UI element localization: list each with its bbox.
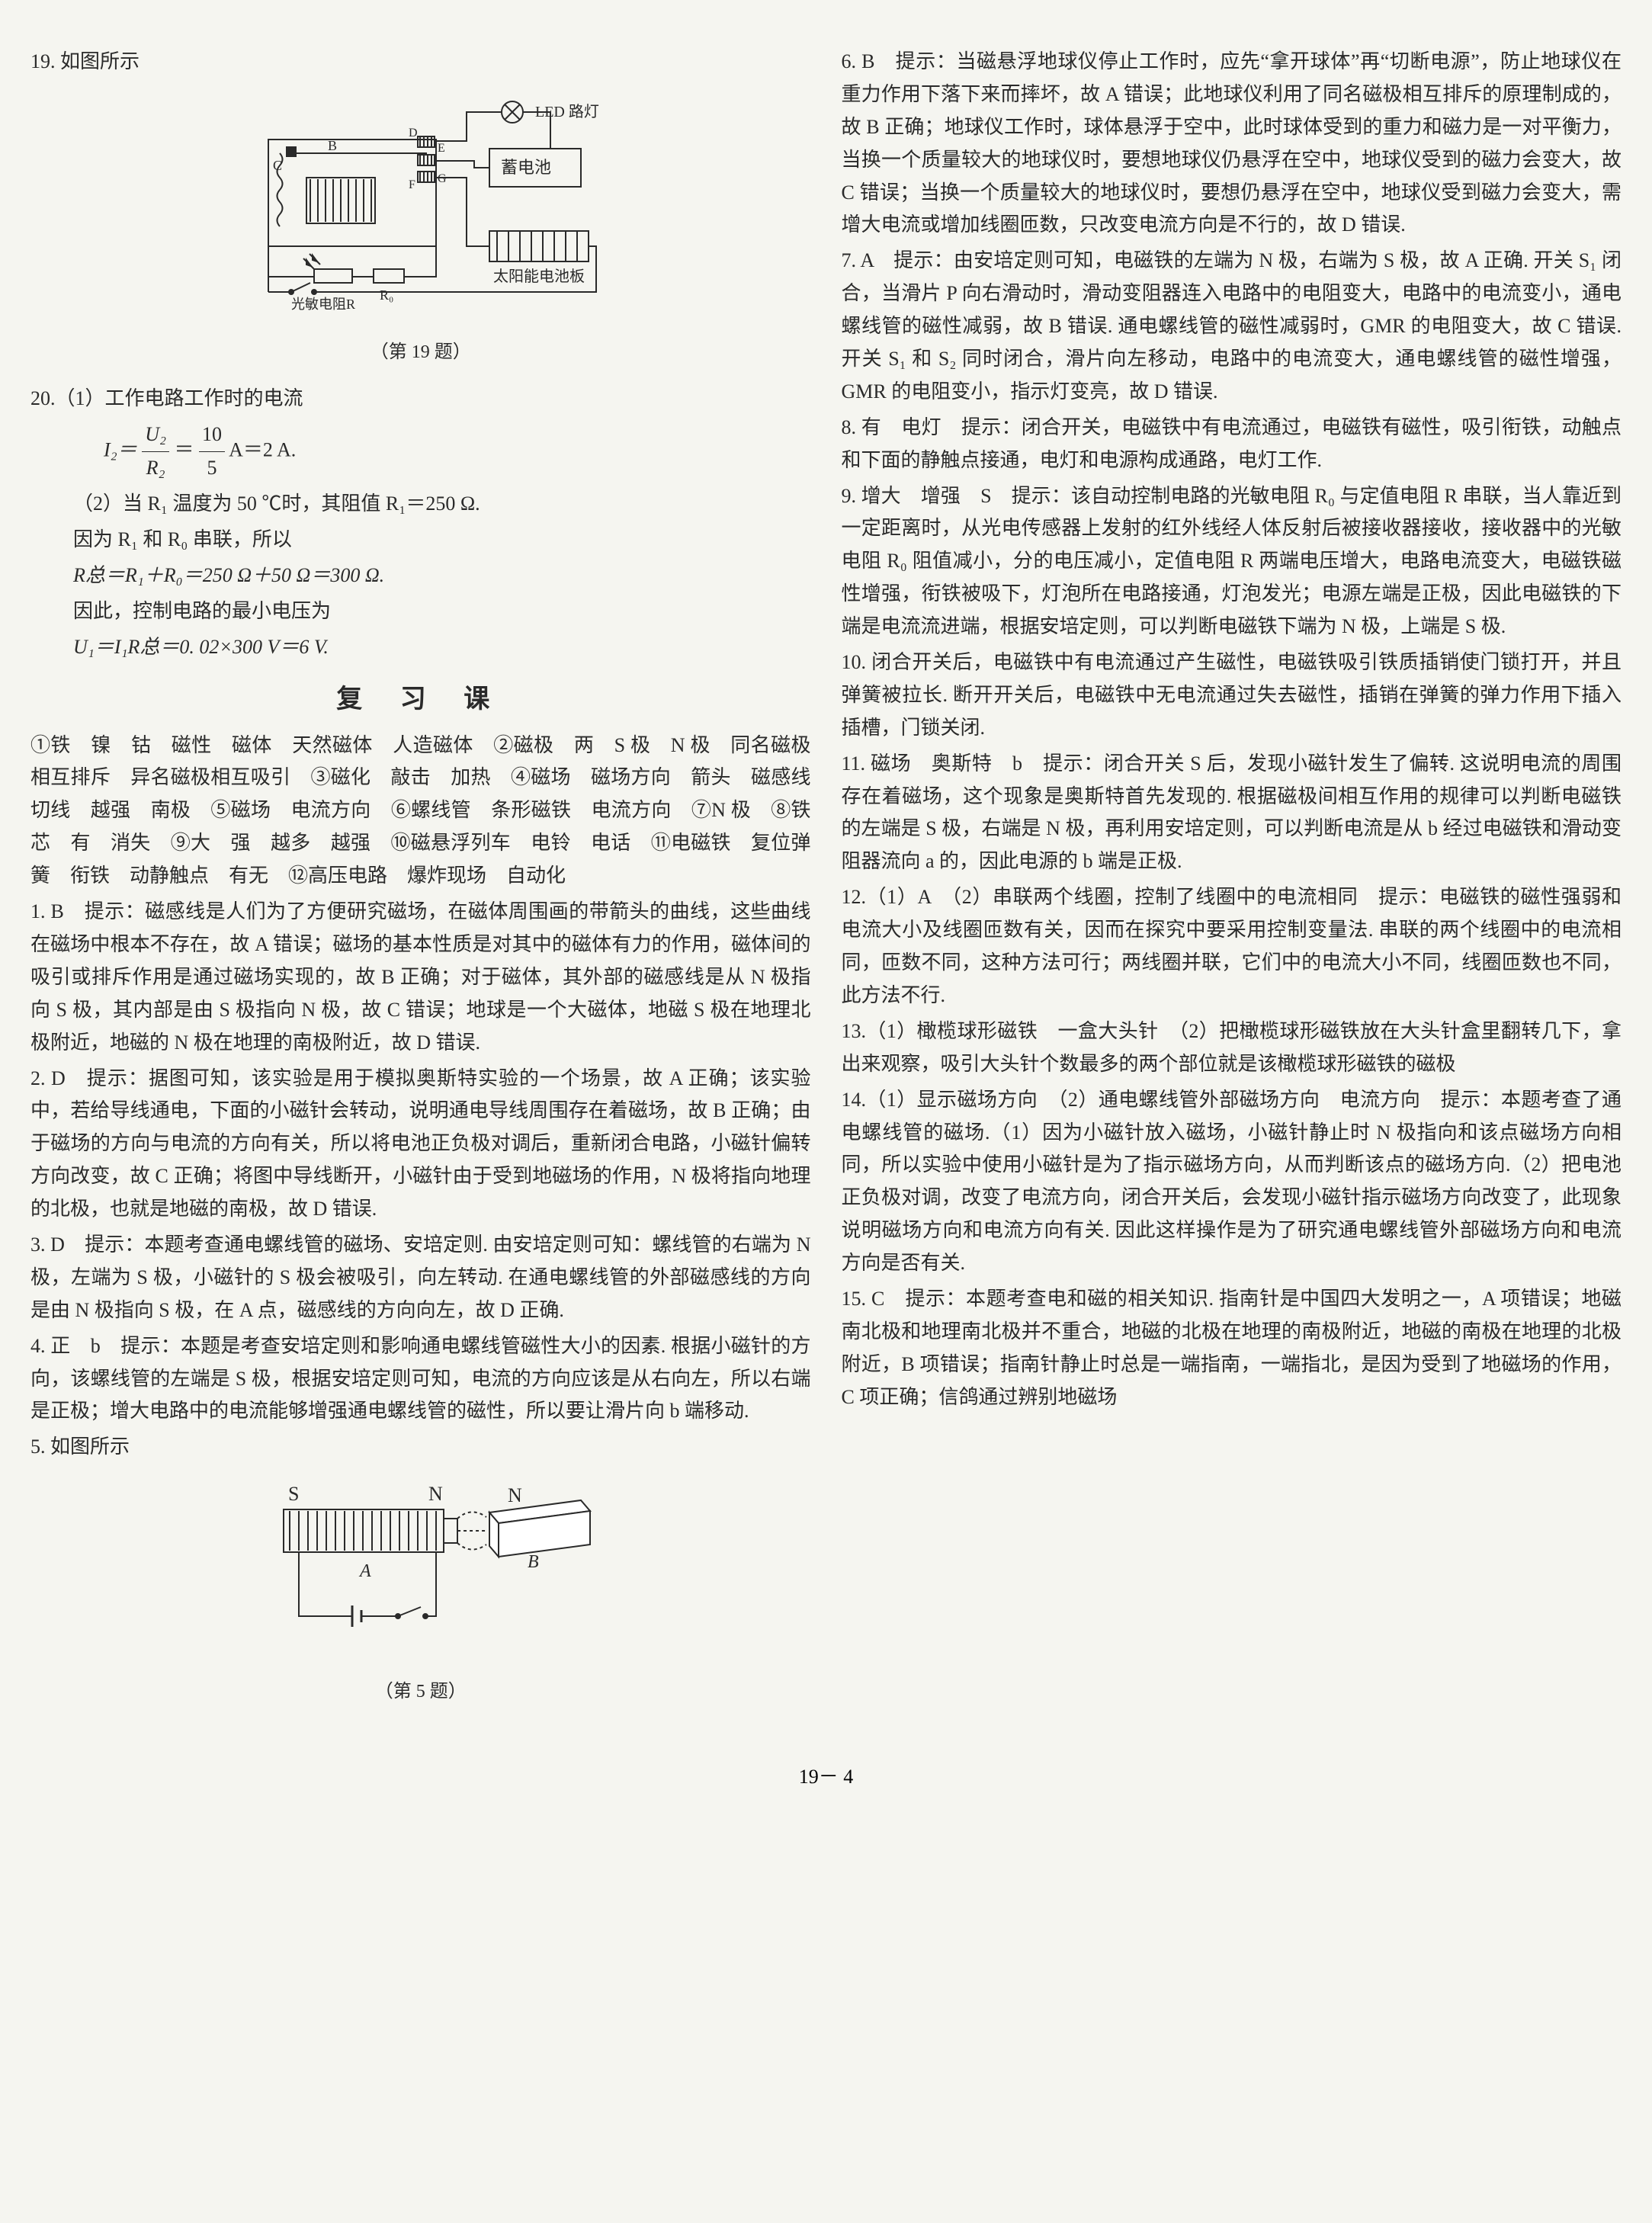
q20-line4: 因为 R₁ 和 R₀ 串联，所以 (30, 524, 811, 557)
fig19-solar-label: 太阳能电池板 (493, 268, 585, 285)
eq1: ＝ (175, 439, 194, 461)
svg-text:C: C (273, 158, 282, 173)
frac-2: 105 (199, 419, 225, 485)
q20-line1: 20.（1）工作电路工作时的电流 (30, 383, 811, 415)
answer-10: 10. 闭合开关后，电磁铁中有电流通过产生磁性，电磁铁吸引铁质插销使门锁打开，并… (842, 646, 1622, 745)
answer-12: 12.（1）A （2）串联两个线圈，控制了线圈中的电流相同 提示：电磁铁的磁性强… (842, 881, 1622, 1012)
answer-3: 3. D 提示：本题考查通电螺线管的磁场、安培定则. 由安培定则可知：螺线管的右… (30, 1229, 811, 1327)
answer-9: 9. 增大 增强 S 提示：该自动控制电路的光敏电阻 R₀ 与定值电阻 R 串联… (842, 480, 1622, 643)
page-footer: 19－ 4 (30, 1761, 1622, 1789)
q19-title: 19. 如图所示 (30, 46, 811, 79)
svg-text:S: S (288, 1483, 299, 1505)
fig19-R0-label: R₀ (380, 287, 393, 303)
svg-text:B: B (528, 1552, 539, 1572)
answer-4: 4. 正 b 提示：本题是考查安培定则和影响通电螺线管磁性大小的因素. 根据小磁… (30, 1330, 811, 1429)
answer-6: 6. B 提示：当磁悬浮地球仪停止工作时，应先“拿开球体”再“切断电源”，防止地… (842, 46, 1622, 242)
figure-5: S N N (238, 1479, 604, 1707)
review-list: ①铁 镍 钴 磁性 磁体 天然磁体 人造磁体 ②磁极 两 S 极 N 极 同名磁… (30, 730, 811, 893)
svg-text:A: A (358, 1561, 371, 1581)
figure-19-svg: LED 路灯 蓄电池 太阳能电池板 (238, 94, 604, 322)
answer-11: 11. 磁场 奥斯特 b 提示：闭合开关 S 后，发现小磁针发生了偏转. 这说明… (842, 748, 1622, 879)
svg-text:N: N (508, 1484, 522, 1506)
svg-text:D: D (409, 127, 418, 140)
svg-text:B: B (328, 138, 337, 153)
fig19-caption: （第 19 题） (238, 338, 604, 368)
frac-1: U₂R₂ (142, 419, 169, 485)
q20-line2: I₂＝ U₂R₂ ＝ 105 A＝2 A. (30, 419, 811, 485)
figure-19: LED 路灯 蓄电池 太阳能电池板 (238, 94, 604, 367)
answer-2: 2. D 提示：据图可知，该实验是用于模拟奥斯特实验的一个场景，故 A 正确；该… (30, 1063, 811, 1226)
q20-line7: U₁＝I₁R总＝0. 02×300 V＝6 V. (30, 631, 811, 664)
page-container: 19. 如图所示 LED 路灯 蓄电池 太阳能电池板 (30, 46, 1622, 1723)
review-title: 复 习 课 (30, 678, 811, 720)
answer-1: 1. B 提示：磁感线是人们为了方便研究磁场，在磁体周围画的带箭头的曲线，这些曲… (30, 896, 811, 1059)
svg-text:N: N (428, 1483, 443, 1505)
svg-text:E: E (438, 142, 445, 155)
fig19-batt-label: 蓄电池 (501, 158, 551, 177)
figure-5-svg: S N N (245, 1479, 596, 1662)
q20-post: A＝2 A. (229, 439, 296, 461)
fig5-caption: （第 5 题） (238, 1677, 604, 1708)
answer-14: 14.（1）显示磁场方向 （2）通电螺线管外部磁场方向 电流方向 提示：本题考查… (842, 1084, 1622, 1280)
q20-line5: R总＝R₁＋R₀＝250 Ω＋50 Ω＝300 Ω. (30, 560, 811, 592)
answer-13: 13.（1）橄榄球形磁铁 一盒大头针 （2）把橄榄球形磁铁放在大头针盒里翻转几下… (842, 1015, 1622, 1081)
svg-text:F: F (409, 178, 415, 191)
answer-7: 7. A 提示：由安培定则可知，电磁铁的左端为 N 极，右端为 S 极，故 A … (842, 245, 1622, 408)
answer-8: 8. 有 电灯 提示：闭合开关，电磁铁中有电流通过，电磁铁有磁性，吸引衔铁，动触… (842, 412, 1622, 477)
q20-line3: （2）当 R₁ 温度为 50 ℃时，其阻值 R₁＝250 Ω. (30, 488, 811, 521)
fig19-R-label: 光敏电阻R (291, 297, 355, 312)
q20-pre: I₂＝ (104, 439, 137, 461)
left-column: 19. 如图所示 LED 路灯 蓄电池 太阳能电池板 (30, 46, 811, 1723)
right-column: 6. B 提示：当磁悬浮地球仪停止工作时，应先“拿开球体”再“切断电源”，防止地… (842, 46, 1622, 1723)
answer-5-title: 5. 如图所示 (30, 1431, 811, 1464)
q20-line6: 因此，控制电路的最小电压为 (30, 595, 811, 628)
svg-text:G: G (438, 172, 447, 185)
answer-15: 15. C 提示：本题考查电和磁的相关知识. 指南针是中国四大发明之一，A 项错… (842, 1283, 1622, 1414)
